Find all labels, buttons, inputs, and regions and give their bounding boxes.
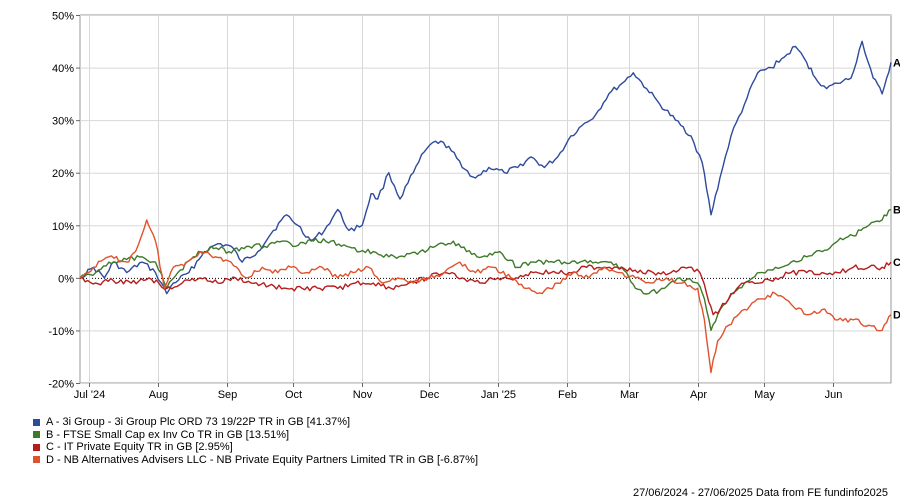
legend-item-a: A - 3i Group - 3i Group Plc ORD 73 19/22… [33, 416, 478, 429]
x-tick-label: Aug [149, 389, 169, 401]
x-tick-label: May [754, 389, 775, 401]
legend-item-b: B - FTSE Small Cap ex Inv Co TR in GB [1… [33, 429, 478, 442]
series-line-c [80, 261, 892, 316]
y-tick-label: 50% [52, 11, 74, 23]
x-tick-label: Oct [285, 389, 302, 401]
legend-label: B - FTSE Small Cap ex Inv Co TR in GB [1… [46, 428, 290, 441]
y-tick-label: 0% [58, 273, 74, 285]
series-line-d [79, 219, 892, 374]
chart-axes: 50% 40% 30% 20% 10% 0% -10% -20%Jul '24 Aug Sep Oc… [48, 11, 842, 402]
y-tick-label: 10% [52, 221, 74, 233]
series-end-label-a: A [893, 57, 900, 69]
x-tick-label: Feb [558, 389, 577, 401]
x-tick-label: Sep [218, 389, 238, 401]
legend-label: A - 3i Group - 3i Group Plc ORD 73 19/22… [46, 416, 351, 428]
series-line-a [79, 40, 892, 295]
series-end-label-b: B [893, 205, 900, 217]
line-chart: 50% 40% 30% 20% 10% 0% -10% -20%Jul '24 Aug Sep Oc… [48, 11, 900, 402]
chart-legend: A - 3i Group - 3i Group Plc ORD 73 19/22… [33, 416, 478, 466]
series-end-label-d: D [893, 310, 900, 322]
chart-grid [79, 14, 892, 384]
legend-item-d: D - NB Alternatives Advisers LLC - NB Pr… [33, 454, 478, 467]
x-tick-label: Dec [420, 389, 440, 401]
x-tick-label: Nov [353, 389, 373, 401]
y-tick-label: 20% [52, 168, 74, 180]
x-tick-label: Jan '25 [481, 389, 516, 401]
legend-swatch [33, 431, 40, 439]
x-tick-label: Jul '24 [74, 389, 105, 401]
y-tick-label: 30% [52, 116, 74, 128]
chart-series [79, 40, 892, 374]
series-end-label-c: C [893, 257, 900, 269]
y-tick-label: -10% [48, 326, 74, 338]
chart-labels: A B C D [893, 57, 900, 321]
series-line-b [79, 208, 892, 332]
legend-swatch [33, 418, 40, 426]
x-tick-label: Mar [620, 389, 639, 401]
legend-label: D - NB Alternatives Advisers LLC - NB Pr… [46, 453, 479, 466]
plot-frame [79, 14, 892, 384]
footer-source-note: 27/06/2024 - 27/06/2025 Data from FE fun… [632, 487, 888, 499]
legend-swatch [33, 456, 40, 464]
y-tick-label: 40% [52, 63, 74, 75]
legend-item-c: C - IT Private Equity TR in GB [2.95%] [33, 441, 478, 454]
x-tick-label: Apr [690, 389, 707, 401]
legend-swatch [33, 443, 40, 451]
legend-label: C - IT Private Equity TR in GB [2.95%] [46, 441, 233, 453]
y-tick-label: -20% [48, 379, 74, 391]
x-tick-label: Jun [825, 389, 843, 401]
